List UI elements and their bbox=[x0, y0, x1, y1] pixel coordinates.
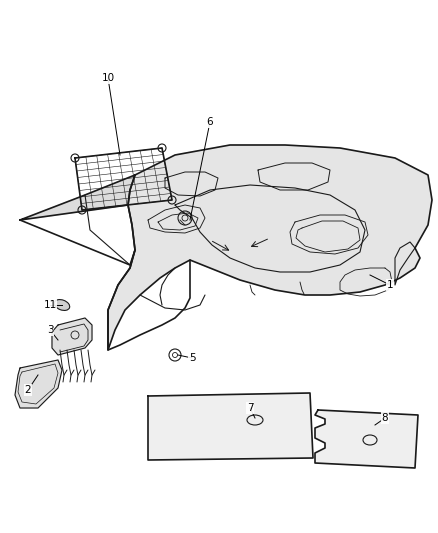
Text: 6: 6 bbox=[207, 117, 213, 127]
Polygon shape bbox=[20, 175, 135, 220]
Text: 11: 11 bbox=[43, 300, 57, 310]
Text: 3: 3 bbox=[47, 325, 53, 335]
Text: 1: 1 bbox=[387, 280, 393, 290]
Text: 7: 7 bbox=[247, 403, 253, 413]
Polygon shape bbox=[15, 360, 62, 408]
Polygon shape bbox=[315, 410, 418, 468]
Text: 5: 5 bbox=[189, 353, 195, 363]
Text: 2: 2 bbox=[25, 385, 31, 395]
Polygon shape bbox=[148, 393, 313, 460]
Text: 10: 10 bbox=[102, 73, 115, 83]
Polygon shape bbox=[108, 145, 432, 350]
Polygon shape bbox=[52, 318, 92, 355]
Ellipse shape bbox=[54, 300, 70, 310]
Text: 8: 8 bbox=[381, 413, 389, 423]
